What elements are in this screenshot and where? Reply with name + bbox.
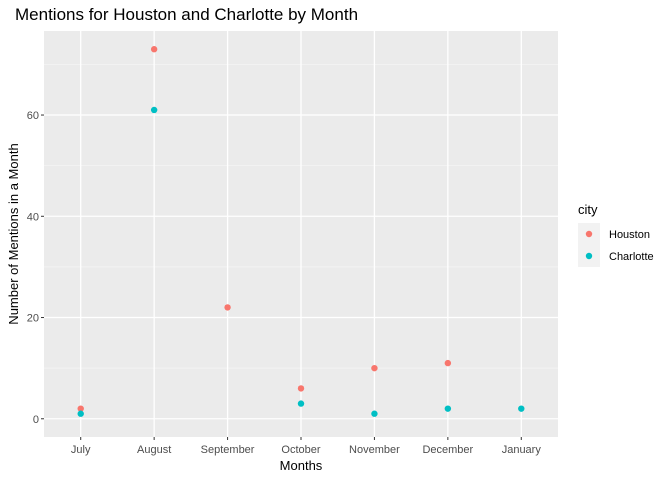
legend: city Houston Charlotte [578,202,654,267]
legend-label: Charlotte [609,251,654,263]
x-tick-label: August [137,444,171,456]
x-tick-label: January [502,444,542,456]
y-tick-label: 40 [27,211,39,223]
legend-key-charlotte [585,252,593,260]
data-point-charlotte [297,400,305,407]
y-tick-label: 0 [33,414,39,426]
legend-items: Houston Charlotte [578,223,654,267]
y-tick-label: 20 [27,313,39,325]
x-tick-label: December [422,444,473,456]
data-point-houston [371,364,378,372]
data-point-houston [150,46,158,53]
x-tick-label: October [281,444,320,456]
data-point-charlotte [150,106,158,114]
major-gridlines [44,31,558,437]
chart-title: Mentions for Houston and Charlotte by Mo… [15,5,358,24]
y-axis-title: Number of Mentions in a Month [6,143,21,324]
data-point-charlotte [77,410,84,417]
data-point-houston [224,304,231,311]
x-axis-title: Months [280,458,323,473]
x-tick-label: November [349,444,400,456]
x-axis: July August September October November Decemb… [71,437,541,456]
data-point-houston [77,405,84,412]
legend-title: city [578,202,598,217]
y-axis: 0 20 40 60 [27,110,44,426]
legend-key-houston [585,230,593,238]
data-point-houston [297,385,305,392]
data-point-charlotte [518,405,525,412]
data-point-charlotte [371,410,378,417]
data-points [77,46,525,417]
x-tick-label: July [71,444,91,456]
x-tick-label: September [201,444,255,456]
legend-label: Houston [609,229,650,241]
data-point-charlotte [444,405,452,412]
data-point-houston [444,359,452,367]
y-tick-label: 60 [27,110,39,122]
